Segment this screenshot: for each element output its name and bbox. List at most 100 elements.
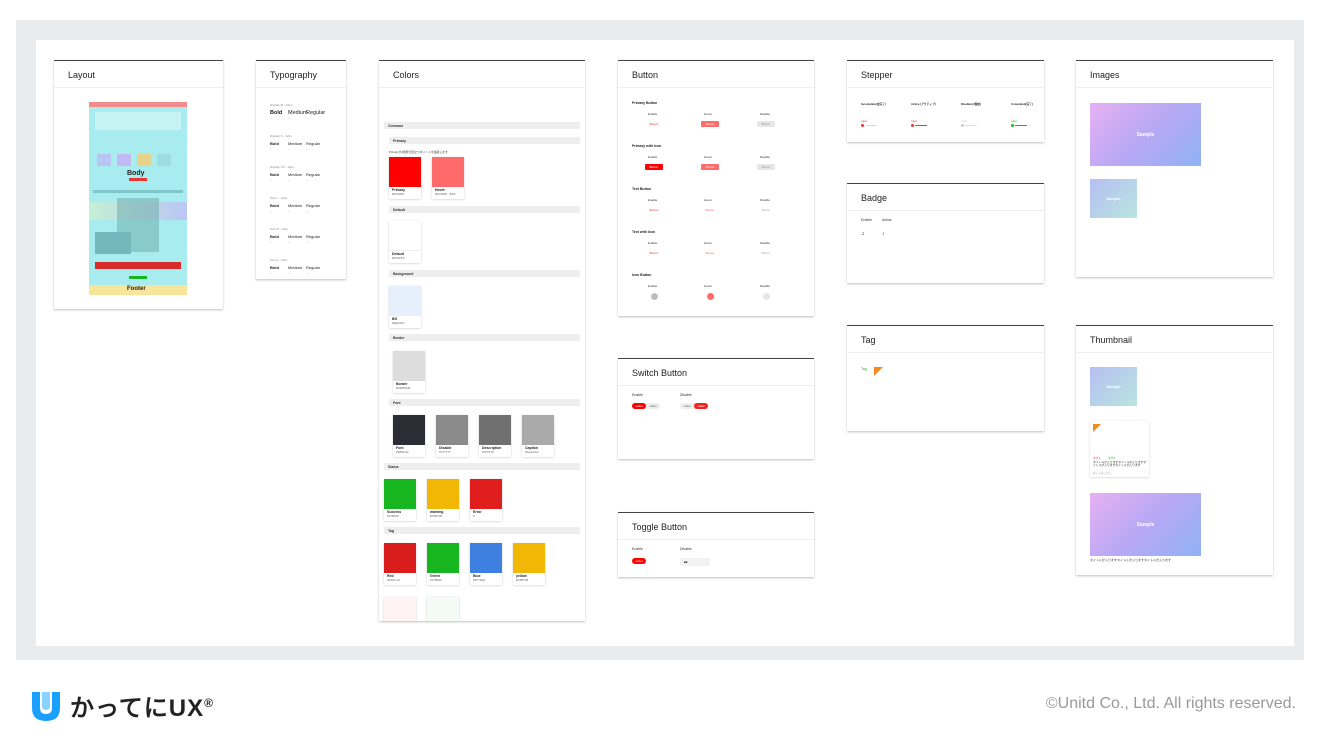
tag-label: Tag (861, 367, 867, 371)
tag-panel[interactable]: Tag Tag (847, 325, 1044, 431)
toggle-enable[interactable]: Label (632, 558, 646, 564)
panel-title: Toggle Button (618, 513, 814, 540)
design-canvas: Layout Body Footer Typography Display M … (36, 40, 1294, 646)
color-swatch[interactable]: yellow #F2B705 (513, 543, 545, 585)
typography-sample: Bold (270, 110, 283, 116)
color-swatch[interactable]: Success #17B51F (384, 479, 416, 521)
sample-button[interactable]: Button (649, 208, 659, 212)
color-swatch[interactable]: Border #DDDDDD (393, 351, 425, 393)
typography-spec: — (306, 241, 309, 244)
color-section-header: Border (389, 334, 580, 341)
switch-panel[interactable]: Switch Button Enable Disable Label Label… (618, 358, 814, 459)
thumbnail-card[interactable]: タグ1 タグ2 タイトルが入りますタイトルが入りますタイトルが入りますタイトルが… (1090, 421, 1149, 477)
toggle-disable: ■■ (680, 558, 710, 566)
color-swatch[interactable]: RedBg#FFF3F3 (384, 597, 416, 621)
sample-button[interactable]: Button (649, 251, 659, 255)
color-chip (427, 597, 459, 621)
color-swatch[interactable]: Default #FFFFFF (389, 221, 421, 263)
layout-thumbnail[interactable]: Body Footer (89, 102, 187, 295)
badge-panel[interactable]: Badge Enable Active ♫ ♪ (847, 183, 1044, 283)
typography-sample: Medium (288, 265, 303, 270)
thumbnail-large[interactable]: Sample (1090, 493, 1201, 556)
switch-on-segment: Label (632, 403, 646, 409)
color-chip (436, 415, 468, 445)
image-sample-label: Sample (1106, 196, 1121, 201)
color-chip (384, 597, 416, 621)
color-swatch[interactable]: Description #707070 (479, 415, 511, 457)
color-swatch[interactable]: Blue #3F7FE0 (470, 543, 502, 585)
sample-button[interactable]: Button (649, 122, 659, 126)
color-swatch[interactable]: Error # (470, 479, 502, 521)
color-hex: #F2B705 (430, 514, 443, 518)
color-swatch[interactable]: Disable #777777 (436, 415, 468, 457)
color-swatch[interactable]: Hover #FF0000 · 80% (432, 157, 464, 199)
mock-hero-text: Body (127, 170, 145, 177)
color-swatch[interactable]: Primary #FF0000 (389, 157, 421, 199)
button-state-label: Hover (704, 198, 713, 202)
switch-off-segment: Label (683, 404, 691, 408)
toggle-panel[interactable]: Toggle Button Enable Disable Label ■■ (618, 512, 814, 577)
stepper-step-label: Label (911, 120, 917, 123)
bell-active-icon[interactable]: ♪ (882, 231, 885, 237)
switch-enable[interactable]: Label Label (632, 403, 660, 409)
typography-panel[interactable]: Typography Display M · 16px Bold — Medium — R… (256, 60, 346, 279)
bell-icon[interactable]: ♫ (861, 231, 865, 237)
brand-logo[interactable]: かってにUX® (30, 688, 214, 723)
button-state-label: Enable (648, 241, 658, 245)
button-row-label: Primary with Icon (632, 144, 662, 148)
button-panel[interactable]: Button Primary Button Enable Button Hover Bu… (618, 60, 814, 316)
stepper-dot (1011, 124, 1014, 127)
color-swatch[interactable]: BG #E9F3FF (389, 286, 421, 328)
stepper-step-label: Label (861, 120, 867, 123)
typography-group-label: Display S · 12px (270, 134, 292, 138)
sample-button: Button (757, 121, 775, 127)
button-row-label: Text with Icon (632, 230, 656, 234)
color-section-header: Background (389, 270, 580, 277)
color-hex: #F2B705 (516, 578, 529, 582)
colors-panel[interactable]: Colors Common Primary Primaryが3箇所が目立つポイントを… (379, 60, 585, 621)
color-swatch[interactable]: Green #17B51F (427, 543, 459, 585)
stepper-dot (861, 124, 864, 127)
sample-button[interactable]: Button (705, 251, 715, 255)
color-chip (393, 415, 425, 445)
stepper-state-label: Disabled (無効) (961, 102, 981, 106)
button-state-label: Disable (760, 155, 771, 159)
thumbnail-small[interactable]: Sample (1090, 367, 1137, 406)
color-chip (513, 543, 545, 573)
panel-title: Stepper (847, 61, 1044, 88)
typography-spec: — (270, 117, 273, 120)
typography-spec: — (288, 148, 291, 151)
toggle-disable-label: Disable (680, 547, 692, 551)
image-sample-label: Sample (1136, 131, 1155, 138)
button-state-label: Hover (704, 155, 713, 159)
color-hex: #777777 (439, 450, 451, 454)
color-swatch[interactable]: Caption #AAAAAA (522, 415, 554, 457)
typography-sample: Bold (270, 265, 279, 270)
thumbnail-panel[interactable]: Thumbnail Sample タグ1 タグ2 タイトルが入りますタイトルが入… (1076, 325, 1273, 575)
color-swatch[interactable]: Red #D91C1C (384, 543, 416, 585)
color-swatch[interactable]: GreenBg#F4FBF4 (427, 597, 459, 621)
icon-button[interactable] (651, 293, 658, 300)
card-link[interactable]: 詳しくはこちら (1093, 472, 1112, 475)
typography-sample: Bold (270, 203, 279, 208)
sample-button[interactable]: Button (705, 208, 715, 212)
button-state-label: Hover (704, 241, 713, 245)
sample-button[interactable]: Button (701, 164, 719, 170)
icon-button[interactable] (707, 293, 714, 300)
color-chip (470, 479, 502, 509)
typography-sample: Regular (306, 203, 321, 208)
color-name: Border (396, 382, 408, 386)
switch-enable-label: Enable (632, 393, 643, 397)
sample-button[interactable]: Button (645, 164, 663, 170)
color-swatch[interactable]: warning #F2B705 (427, 479, 459, 521)
color-hex: #707070 (482, 450, 494, 454)
button-state-label: Enable (648, 198, 658, 202)
stepper-panel[interactable]: Stepper Incomplete(未完了) Label Active (アクティ… (847, 60, 1044, 142)
color-swatch[interactable]: Font #2B2C34 (393, 415, 425, 457)
sample-button[interactable]: Button (701, 121, 719, 127)
stepper-state-label: Active (アクティブ) (911, 102, 936, 106)
layout-panel[interactable]: Layout Body Footer (54, 60, 223, 309)
images-panel[interactable]: Images Sample Sample (1076, 60, 1273, 277)
color-chip (389, 286, 421, 316)
color-chip (470, 543, 502, 573)
